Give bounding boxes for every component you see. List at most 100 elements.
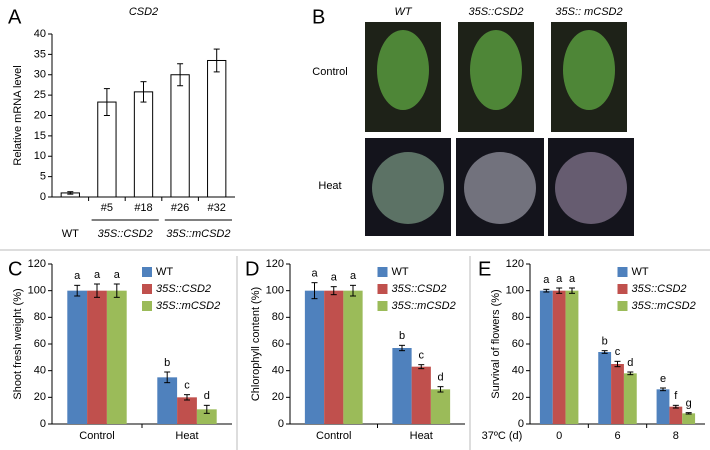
photo-grid [365, 22, 634, 236]
plant [372, 152, 444, 224]
y-axis-label: Chlorophyll content (%) [250, 287, 262, 401]
legend-swatch [377, 267, 388, 277]
bar [106, 290, 127, 424]
panel-label: B [312, 6, 325, 28]
significance-letter: b [399, 330, 405, 342]
y-tick-label: 60 [272, 338, 284, 350]
significance-letter: b [602, 336, 608, 348]
significance-letter: a [331, 272, 338, 284]
bar [682, 413, 696, 424]
significance-letter: a [569, 273, 576, 285]
significance-letter: b [164, 357, 170, 369]
panel-label: C [8, 258, 22, 280]
y-tick-label: 40 [272, 365, 284, 377]
legend-label: WT [632, 266, 649, 278]
x-tick-label: Control [316, 430, 351, 442]
legend-label: 35S::mCSD2 [156, 300, 220, 312]
y-tick-label: 120 [506, 258, 524, 270]
chart-title: CSD2 [129, 6, 158, 18]
significance-letter: a [114, 269, 121, 281]
significance-letter: d [437, 372, 443, 384]
y-tick-label: 100 [266, 285, 284, 297]
significance-letter: c [184, 380, 190, 392]
y-axis-label: Relative mRNA level [12, 65, 24, 165]
panel-label: A [8, 6, 22, 28]
bar [177, 397, 197, 424]
x-tick-label: 0 [556, 430, 562, 442]
significance-letter: c [615, 346, 621, 358]
bar [552, 290, 566, 424]
x-tick-label: Control [79, 430, 114, 442]
plant [464, 152, 536, 224]
legend-label: WT [392, 266, 409, 278]
bar [207, 59, 227, 198]
bar [196, 409, 217, 424]
x-tick-label: #26 [171, 202, 189, 214]
y-tick-label: 80 [272, 311, 284, 323]
legend-label: 35S::mCSD2 [632, 300, 696, 312]
y-axis-label: Survival of flowers (%) [490, 289, 502, 398]
row-label: Heat [318, 180, 341, 192]
bar [170, 74, 190, 198]
x-tick-label: WT [62, 228, 79, 240]
y-tick-label: 80 [512, 311, 524, 323]
y-tick-label: 15 [34, 130, 46, 142]
bar [157, 377, 178, 424]
bar [669, 406, 683, 424]
y-tick-label: 40 [34, 28, 46, 40]
row-label: Control [312, 66, 347, 78]
x-tick-label: #18 [134, 202, 152, 214]
group-label: 35S::mCSD2 [166, 228, 230, 240]
bar [565, 290, 579, 424]
significance-letter: d [204, 390, 210, 402]
y-tick-label: 20 [272, 391, 284, 403]
bar [611, 364, 624, 424]
panel-label: D [245, 258, 259, 280]
x-tick-label: #32 [208, 202, 226, 214]
legend-swatch [142, 284, 152, 294]
legend-label: WT [156, 266, 173, 278]
y-tick-label: 60 [512, 338, 524, 350]
bar [343, 290, 363, 424]
y-tick-label: 35 [34, 48, 46, 60]
bar [392, 348, 412, 424]
plant [555, 152, 627, 224]
significance-letter: a [543, 274, 550, 286]
legend-swatch [617, 284, 628, 294]
bar [67, 290, 88, 424]
x-tick-label: Heat [410, 430, 433, 442]
y-tick-label: 20 [34, 391, 46, 403]
group-label: 35S::CSD2 [98, 228, 153, 240]
significance-letter: a [74, 270, 81, 282]
y-tick-label: 80 [34, 311, 46, 323]
bar [304, 290, 325, 424]
y-tick-label: 0 [40, 418, 46, 430]
legend-label: 35S::CSD2 [156, 283, 211, 295]
legend-swatch [617, 267, 628, 277]
bar [97, 101, 117, 198]
legend-swatch [142, 301, 152, 311]
y-tick-label: 60 [34, 338, 46, 350]
x-tick-label: 6 [614, 430, 620, 442]
y-tick-label: 20 [34, 109, 46, 121]
plant [470, 30, 522, 110]
legend-label: 35S::CSD2 [632, 283, 687, 295]
significance-letter: g [686, 398, 692, 410]
significance-letter: a [94, 269, 101, 281]
y-tick-label: 40 [34, 365, 46, 377]
y-tick-label: 100 [506, 285, 524, 297]
bar [623, 373, 637, 424]
bar [411, 366, 431, 424]
legend-swatch [617, 301, 628, 311]
y-tick-label: 10 [34, 150, 46, 162]
significance-letter: a [311, 268, 318, 280]
significance-letter: d [627, 357, 633, 369]
significance-letter: a [556, 273, 563, 285]
y-tick-label: 0 [518, 418, 524, 430]
column-label: 35S:: mCSD2 [555, 6, 622, 18]
bar [598, 352, 612, 424]
x-tick-label: 8 [673, 430, 679, 442]
y-tick-label: 20 [512, 391, 524, 403]
column-label: 35S::CSD2 [468, 6, 523, 18]
